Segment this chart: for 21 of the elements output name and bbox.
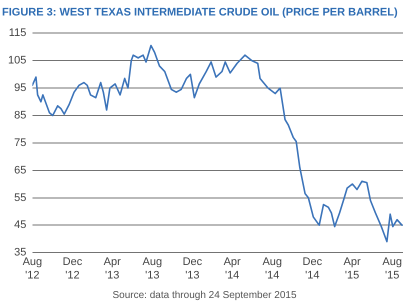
y-tick-label: 65 [14, 164, 26, 176]
x-tick-label: Aug '15 [382, 256, 402, 282]
y-tick-label: 75 [14, 136, 26, 149]
y-tick-label: 95 [14, 82, 26, 94]
x-tick-label: Aug '13 [142, 256, 162, 282]
x-tick-label: Aug '12 [22, 256, 42, 282]
x-tick-label: Dec '14 [302, 256, 323, 282]
x-tick-label: Apr '15 [344, 256, 361, 282]
x-tick-label: Dec '12 [62, 256, 83, 282]
y-tick-label: 55 [14, 192, 26, 204]
y-tick-label: 115 [8, 27, 26, 40]
y-tick-label: 105 [8, 54, 26, 67]
y-tick-label: 85 [14, 110, 26, 122]
source-note: Source: data through 24 September 2015 [112, 290, 297, 301]
x-tick-label: Dec '13 [182, 256, 203, 282]
chart-title: FIGURE 3: WEST TEXAS INTERMEDIATE CRUDE OIL (PRICE PER BARREL) [2, 6, 398, 19]
y-tick-label: 45 [14, 219, 26, 232]
x-tick-label: Apr '14 [224, 256, 242, 282]
x-tick-label: Aug '14 [262, 256, 282, 282]
x-tick-label: Apr '13 [104, 256, 122, 282]
y-tick-label: 35 [14, 246, 26, 259]
